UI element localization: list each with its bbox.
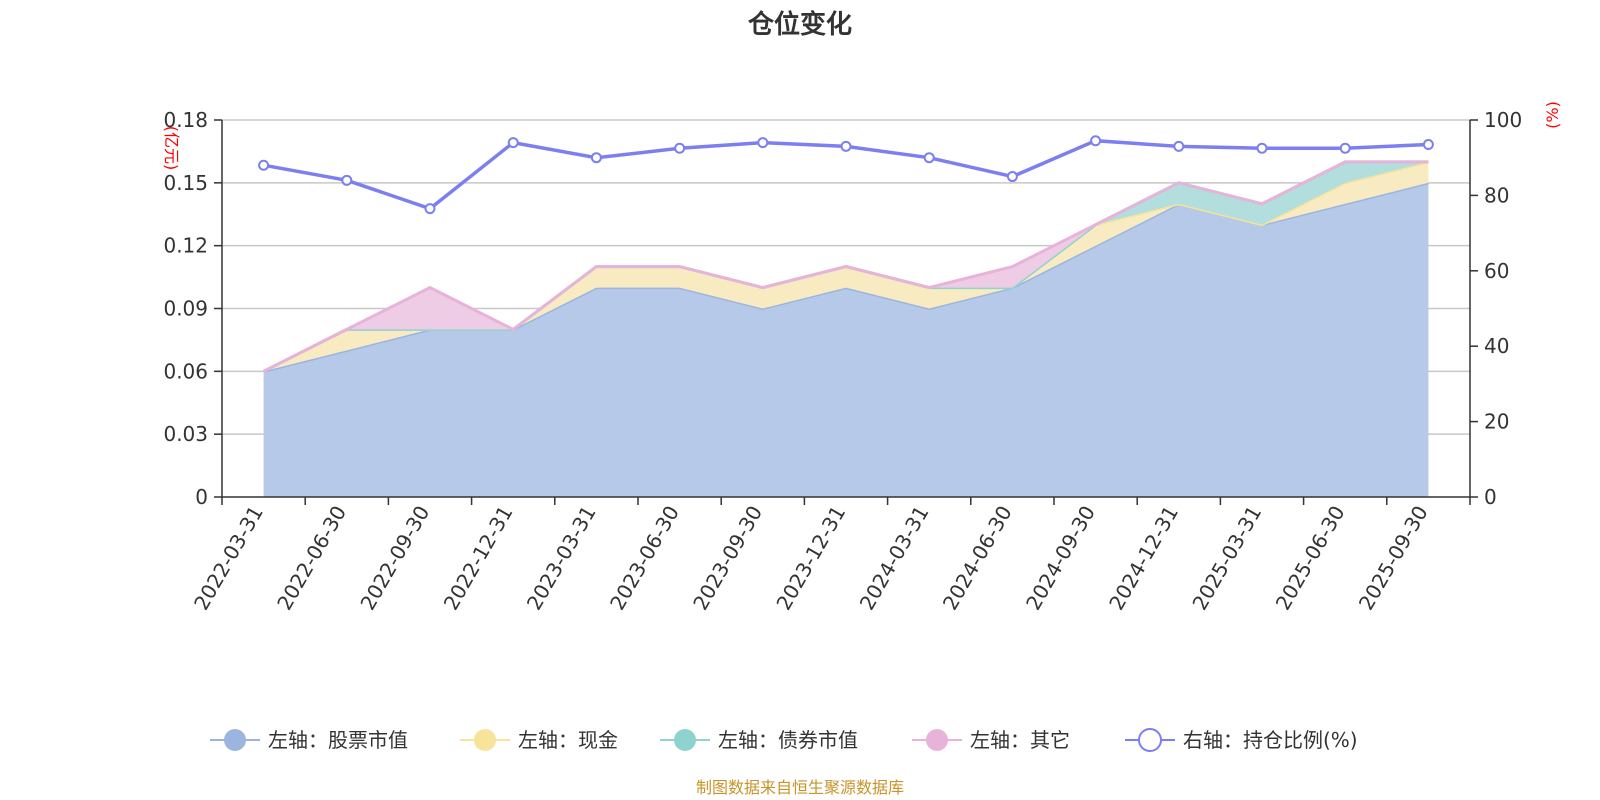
x-tick-label: 2025-06-30 bbox=[1271, 502, 1350, 615]
legend-marker bbox=[674, 729, 696, 751]
x-tick-label: 2022-12-31 bbox=[439, 502, 518, 615]
x-tick-label: 2023-09-30 bbox=[688, 502, 767, 615]
ratio-line-layer bbox=[258, 135, 1434, 215]
left-tick-label: 0.03 bbox=[163, 422, 208, 446]
x-tick-label: 2025-09-30 bbox=[1354, 502, 1433, 615]
left-tick-label: 0.06 bbox=[163, 359, 208, 383]
x-tick-label: 2024-12-31 bbox=[1104, 502, 1183, 615]
right-tick-label: 40 bbox=[1484, 334, 1509, 358]
legend-marker bbox=[224, 729, 246, 751]
stacked-areas bbox=[262, 160, 1429, 498]
left-tick-label: 0.12 bbox=[163, 234, 208, 258]
right-tick-label: 0 bbox=[1484, 485, 1497, 509]
left-tick-label: 0.09 bbox=[163, 297, 208, 321]
ratio-point bbox=[1173, 140, 1185, 152]
x-tick-label: 2022-09-30 bbox=[355, 502, 434, 615]
left-tick-label: 0.18 bbox=[163, 108, 208, 132]
ratio-point bbox=[1256, 142, 1268, 154]
left-axis-unit: (亿元) bbox=[162, 126, 181, 171]
ratio-point bbox=[1339, 142, 1351, 154]
legend-label: 左轴：其它 bbox=[970, 728, 1070, 752]
legend-label: 左轴：股票市值 bbox=[268, 728, 408, 752]
ratio-point bbox=[1006, 171, 1018, 183]
x-tick-label: 2024-03-31 bbox=[855, 502, 934, 615]
ratio-point bbox=[1090, 135, 1102, 147]
x-tick-label: 2025-03-31 bbox=[1187, 502, 1266, 615]
left-tick-label: 0 bbox=[195, 485, 208, 509]
legend-label: 右轴：持仓比例(%) bbox=[1183, 728, 1358, 752]
chart-title: 仓位变化 bbox=[747, 9, 852, 40]
right-tick-label: 100 bbox=[1484, 108, 1522, 132]
x-tick-label: 2023-06-30 bbox=[605, 502, 684, 615]
right-tick-label: 80 bbox=[1484, 183, 1509, 207]
ratio-point bbox=[258, 159, 270, 171]
x-tick-label: 2024-09-30 bbox=[1021, 502, 1100, 615]
x-tick-label: 2024-06-30 bbox=[938, 502, 1017, 615]
ratio-point bbox=[674, 142, 686, 154]
x-tick-label: 2022-06-30 bbox=[272, 502, 351, 615]
x-tick-label: 2023-03-31 bbox=[522, 502, 601, 615]
ratio-point bbox=[923, 152, 935, 164]
area-series-3 bbox=[263, 161, 1429, 372]
right-tick-label: 20 bbox=[1484, 410, 1509, 434]
ratio-point bbox=[1422, 139, 1434, 151]
area-series-1 bbox=[263, 182, 1429, 498]
legend-marker bbox=[474, 729, 496, 751]
x-tick-label: 2023-12-31 bbox=[771, 502, 850, 615]
legend-marker bbox=[926, 729, 948, 751]
right-tick-label: 60 bbox=[1484, 259, 1509, 283]
legend: 左轴：股票市值 左轴：现金 左轴：债券市值 左轴：其它 右轴：持仓比例(%) bbox=[210, 728, 1358, 752]
ratio-point bbox=[840, 140, 852, 152]
legend-label: 左轴：债券市值 bbox=[718, 728, 858, 752]
legend-label: 左轴：现金 bbox=[518, 728, 618, 752]
right-axis-unit: (%) bbox=[1543, 101, 1562, 129]
ratio-point bbox=[590, 152, 602, 164]
area-series-4-line bbox=[262, 160, 1429, 373]
ratio-point bbox=[507, 137, 519, 149]
data-source-note: 制图数据来自恒生聚源数据库 bbox=[696, 778, 904, 797]
ratio-point bbox=[424, 203, 436, 215]
left-tick-label: 0.15 bbox=[163, 171, 208, 195]
legend-marker bbox=[1138, 728, 1162, 752]
ratio-point bbox=[341, 174, 353, 186]
x-tick-label: 2022-03-31 bbox=[189, 502, 268, 615]
ratio-point bbox=[757, 137, 769, 149]
